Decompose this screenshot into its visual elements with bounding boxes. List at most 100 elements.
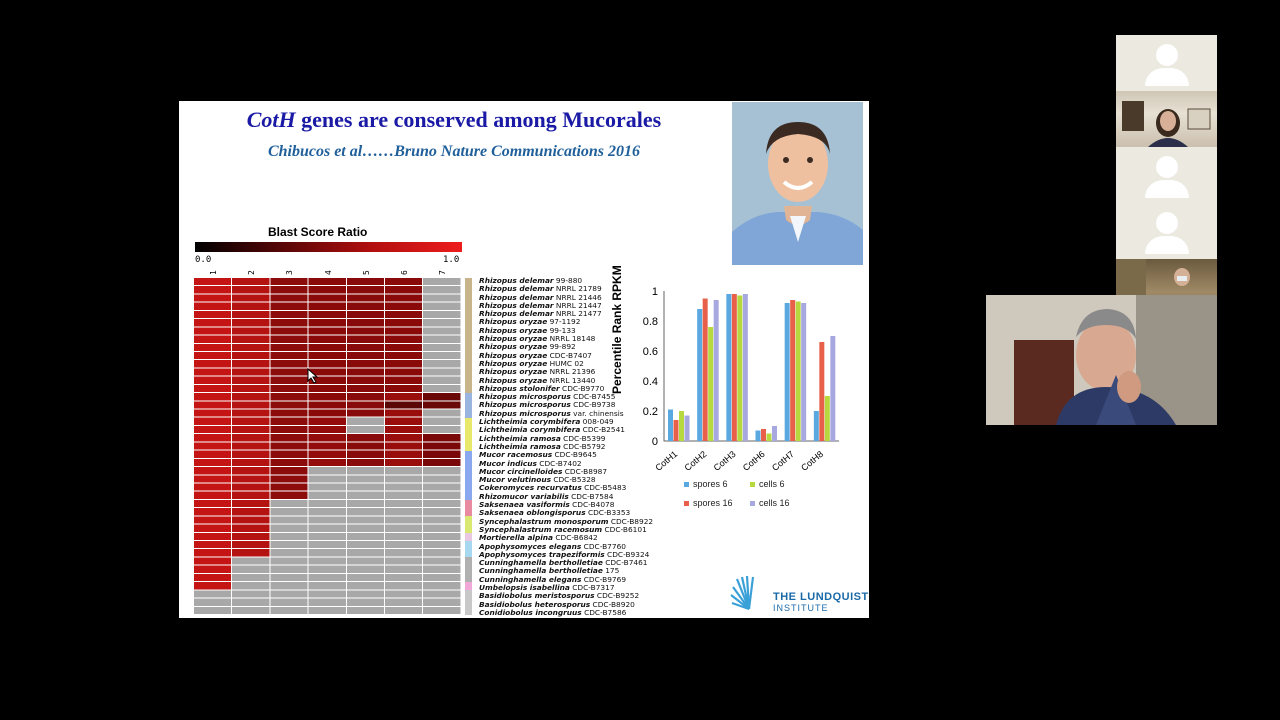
heatmap-cell bbox=[346, 541, 384, 549]
heatmap-cell bbox=[194, 434, 232, 442]
heatmap-cell bbox=[385, 368, 423, 376]
heatmap-cell bbox=[308, 302, 346, 310]
heatmap-cell bbox=[423, 442, 461, 450]
heatmap-cell bbox=[232, 557, 270, 565]
bar bbox=[795, 301, 801, 441]
taxon-group-segment bbox=[465, 573, 472, 583]
heatmap-cell bbox=[423, 335, 461, 343]
heatmap-cell bbox=[346, 458, 384, 467]
active-speaker-video[interactable] bbox=[986, 295, 1217, 425]
heatmap-cell bbox=[194, 508, 232, 516]
species-label: Mucor velutinous CDC-B5328 bbox=[479, 475, 596, 485]
heatmap-cell bbox=[270, 516, 308, 524]
y-tick-label: 0 bbox=[652, 436, 658, 448]
species-label: Rhizopus stolonifer CDC-B9770 bbox=[479, 383, 605, 393]
heatmap-cell bbox=[194, 483, 232, 491]
heatmap-cell bbox=[346, 450, 384, 458]
heatmap-cell bbox=[346, 278, 384, 286]
participant-tile[interactable] bbox=[1116, 147, 1217, 203]
y-tick-label: 0.8 bbox=[643, 316, 658, 328]
heatmap-cell bbox=[270, 384, 308, 393]
participant-tile[interactable] bbox=[1116, 203, 1217, 259]
heatmap-cell bbox=[232, 425, 270, 434]
heatmap-cell bbox=[423, 302, 461, 310]
heatmap-cell bbox=[308, 516, 346, 524]
heatmap-cell bbox=[385, 393, 423, 401]
heatmap-cell bbox=[270, 425, 308, 434]
legend-item: cells 6 bbox=[750, 475, 816, 494]
species-label: Mortierella alpina CDC-B6842 bbox=[479, 533, 598, 543]
heatmap-cell bbox=[346, 343, 384, 351]
heatmap-cell bbox=[232, 409, 270, 417]
species-label: Apophysomyces elegans CDC-B7760 bbox=[479, 541, 626, 551]
heatmap-cell bbox=[308, 491, 346, 499]
heatmap-cell bbox=[423, 606, 461, 614]
participant-video-tile[interactable] bbox=[1116, 91, 1217, 147]
species-label: Conidiobolus incongruus CDC-B7586 bbox=[479, 607, 627, 617]
heatmap-cell bbox=[232, 360, 270, 368]
avatar-icon bbox=[1156, 212, 1178, 234]
species-label: Syncephalastrum monosporum CDC-B8922 bbox=[479, 516, 654, 526]
species-label: Saksenaea oblongisporus CDC-B3353 bbox=[479, 508, 631, 518]
heatmap-cell bbox=[232, 499, 270, 508]
heatmap-cell bbox=[270, 417, 308, 425]
species-label: Rhizopus oryzae NRRL 18148 bbox=[479, 334, 596, 344]
heatmap-cell bbox=[270, 532, 308, 541]
legend-label: cells 6 bbox=[759, 479, 785, 489]
heatmap-cell bbox=[308, 573, 346, 582]
heatmap-cell bbox=[232, 310, 270, 319]
heatmap-cell bbox=[194, 573, 232, 582]
taxon-group-segment bbox=[465, 319, 472, 328]
heatmap-cell bbox=[194, 376, 232, 384]
heatmap-cell bbox=[232, 524, 270, 532]
heatmap-cell bbox=[194, 557, 232, 565]
heatmap-cell bbox=[270, 409, 308, 417]
heatmap-cell bbox=[270, 582, 308, 590]
heatmap-cell bbox=[385, 360, 423, 368]
heatmap-cell bbox=[385, 491, 423, 499]
species-label: Lichtheimia ramosa CDC-B5792 bbox=[479, 441, 606, 451]
heatmap-cell bbox=[194, 425, 232, 434]
bar bbox=[679, 411, 684, 441]
heatmap-cell bbox=[232, 598, 270, 606]
heatmap-cell bbox=[423, 475, 461, 483]
heatmap-cell bbox=[423, 393, 461, 401]
taxon-group-bar bbox=[465, 278, 472, 615]
heatmap-cell bbox=[385, 475, 423, 483]
heatmap-cell bbox=[270, 286, 308, 294]
heatmap-cell bbox=[308, 458, 346, 467]
heatmap-cell bbox=[385, 442, 423, 450]
heatmap-cell bbox=[385, 606, 423, 614]
heatmap-cell bbox=[194, 532, 232, 541]
bar bbox=[790, 300, 796, 441]
heatmap-cell bbox=[194, 294, 232, 302]
taxon-group-segment bbox=[465, 590, 472, 599]
heatmap-cell bbox=[308, 598, 346, 606]
bar bbox=[819, 342, 825, 441]
heatmap-cell bbox=[346, 549, 384, 557]
presentation-slide: CotH genes are conserved among Mucorales… bbox=[179, 101, 869, 618]
x-tick-label: CotH6 bbox=[741, 449, 767, 473]
heatmap-cell bbox=[194, 319, 232, 327]
heatmap-cell bbox=[232, 573, 270, 582]
species-label: Apophysomyces trapeziformis CDC-B9324 bbox=[479, 549, 650, 559]
heatmap-cell bbox=[232, 565, 270, 573]
heatmap-cell bbox=[423, 524, 461, 532]
taxon-group-segment bbox=[465, 491, 472, 500]
species-label: Rhizopus microsporus CDC-B7455 bbox=[479, 392, 616, 402]
species-label: Rhizopus microsporus var. chinensis bbox=[479, 408, 624, 418]
heatmap-cell bbox=[308, 450, 346, 458]
heatmap-cell bbox=[270, 360, 308, 368]
taxon-group-segment bbox=[465, 442, 472, 451]
heatmap-cell bbox=[270, 442, 308, 450]
species-label: Rhizopus delemar NRRL 21477 bbox=[479, 309, 602, 319]
heatmap-cell bbox=[385, 319, 423, 327]
bar bbox=[761, 429, 766, 441]
heatmap-cell bbox=[423, 417, 461, 425]
legend-swatch bbox=[684, 501, 689, 507]
bar bbox=[697, 309, 703, 441]
heatmap-cell bbox=[346, 384, 384, 393]
participant-tile[interactable] bbox=[1116, 35, 1217, 91]
taxon-group-segment bbox=[465, 557, 472, 566]
taxon-group-segment bbox=[465, 467, 472, 476]
